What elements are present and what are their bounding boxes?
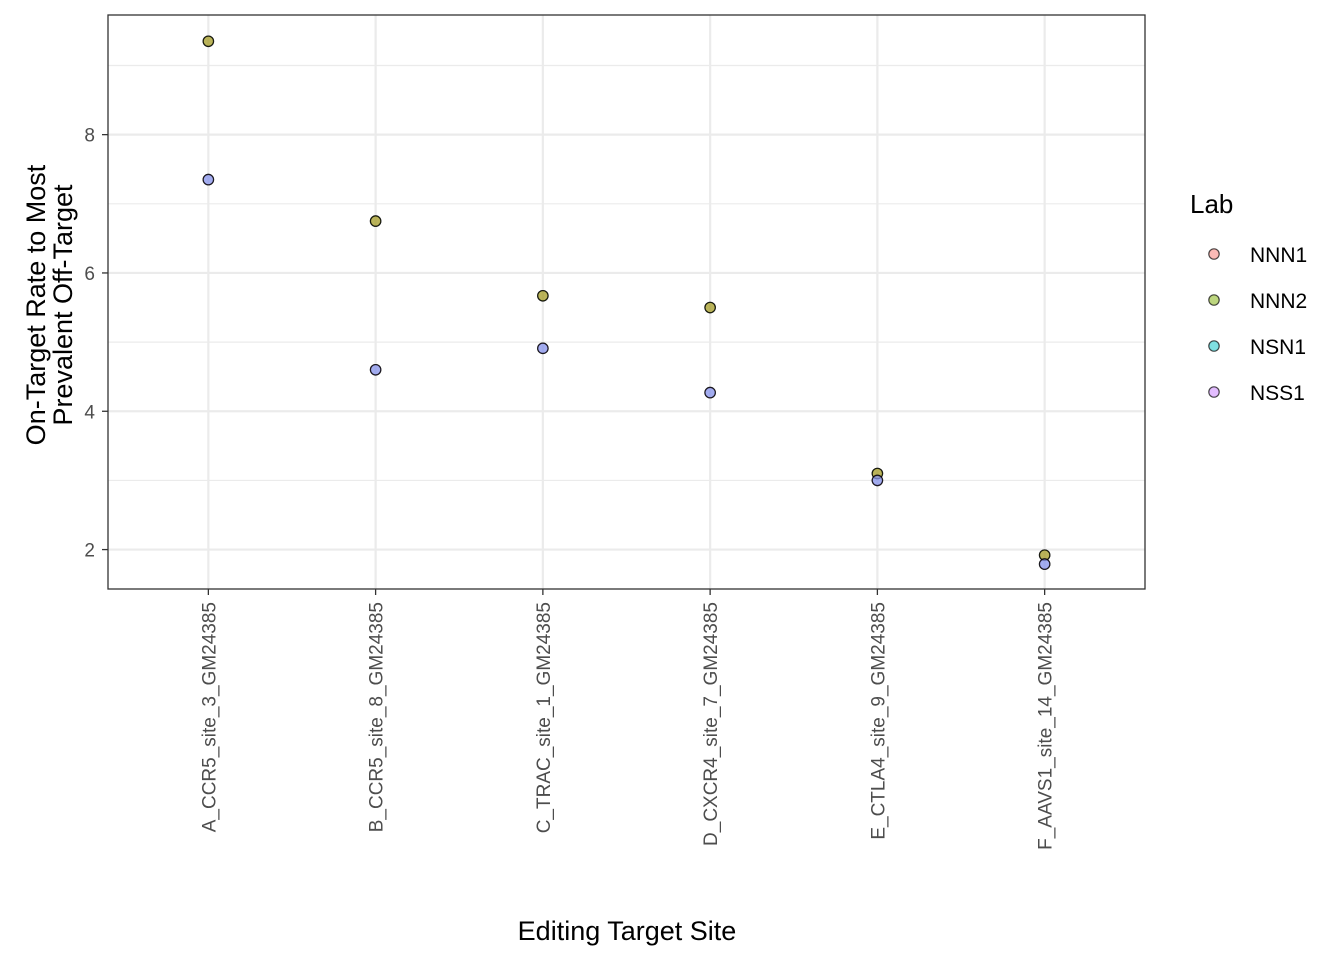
- data-point-nss1: [537, 342, 549, 355]
- legend-key-nsn1: [1208, 340, 1220, 352]
- legend-label-nsn1: NSN1: [1250, 336, 1306, 359]
- legend-key-nnn1: [1208, 248, 1220, 260]
- plot-panel-border: [107, 14, 1146, 590]
- x-tick-label: F_AAVS1_site_14_GM24385: [1036, 602, 1057, 850]
- data-point-nss1: [871, 474, 884, 487]
- x-axis-title: Editing Target Site: [518, 916, 737, 946]
- x-tick-label: C_TRAC_site_1_GM24385: [534, 602, 555, 833]
- data-point-nnn2: [369, 215, 382, 227]
- y-axis-ticks: 2 4 6 8: [84, 126, 108, 562]
- data-point-nss1: [704, 386, 716, 399]
- y-tick-label: 8: [84, 126, 95, 147]
- y-axis-title-line-1: On-Target Rate to Most: [21, 164, 51, 445]
- minor-gridlines: [108, 64, 1145, 482]
- legend-label-nss1: NSS1: [1250, 382, 1305, 405]
- legend-label-nnn1: NNN1: [1250, 244, 1307, 267]
- data-point-nss1: [202, 173, 215, 186]
- data-points: [202, 35, 1051, 570]
- y-tick-label: 6: [84, 264, 95, 285]
- data-point-nnn2: [537, 289, 549, 302]
- data-point-nss1: [1038, 558, 1051, 570]
- legend-title: Lab: [1190, 189, 1233, 219]
- x-tick-label: E_CTLA4_site_9_GM24385: [868, 602, 889, 840]
- data-point-nss1: [369, 363, 382, 376]
- legend: Lab NNN1 NNN2 NSN1 NSS1: [1190, 189, 1307, 405]
- y-axis-title-line-2: Prevalent Off-Target: [48, 184, 78, 426]
- major-gridlines: [108, 15, 1145, 589]
- x-tick-label: B_CCR5_site_8_GM24385: [367, 602, 388, 832]
- x-axis-ticks: A_CCR5_site_3_GM24385 B_CCR5_site_8_GM243…: [199, 589, 1057, 850]
- x-tick-label: A_CCR5_site_3_GM24385: [199, 602, 220, 832]
- legend-entries: NNN1 NNN2 NSN1 NSS1: [1208, 244, 1307, 405]
- data-point-nnn2: [704, 301, 716, 314]
- legend-key-nss1: [1208, 386, 1220, 398]
- legend-label-nnn2: NNN2: [1250, 290, 1307, 313]
- y-tick-label: 2: [84, 541, 95, 562]
- legend-key-nnn2: [1208, 294, 1220, 306]
- data-point-nnn2: [202, 35, 215, 48]
- x-tick-label: D_CXCR4_site_7_GM24385: [701, 602, 722, 846]
- y-tick-label: 4: [84, 402, 95, 423]
- y-axis-title: On-Target Rate to Most Prevalent Off-Tar…: [21, 164, 78, 445]
